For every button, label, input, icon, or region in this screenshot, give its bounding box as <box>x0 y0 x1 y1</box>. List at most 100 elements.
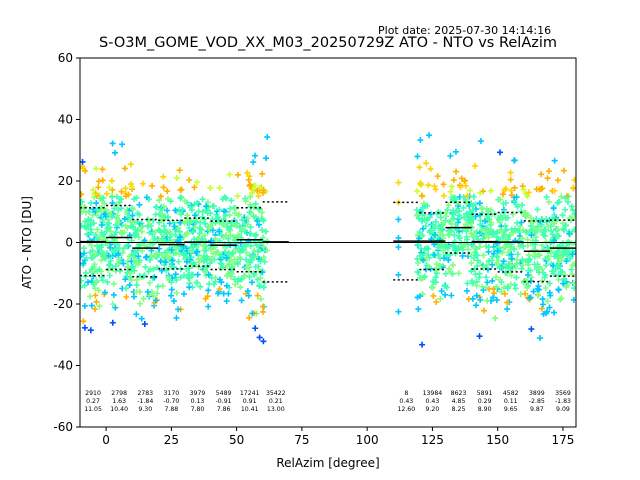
data-point <box>421 217 428 224</box>
data-point <box>185 265 192 272</box>
data-point <box>395 308 402 315</box>
data-point <box>534 265 541 272</box>
data-point <box>451 232 458 239</box>
data-point <box>264 134 271 141</box>
data-point <box>199 196 206 203</box>
data-point <box>470 193 477 200</box>
data-point <box>506 261 513 268</box>
data-point <box>255 192 262 199</box>
data-point <box>468 223 475 230</box>
data-point <box>227 232 234 239</box>
bin-std-label: 9.65 <box>504 406 518 413</box>
data-point <box>442 270 449 277</box>
data-point <box>508 255 515 262</box>
data-point <box>215 249 222 256</box>
data-point <box>175 306 182 313</box>
data-point <box>225 235 232 242</box>
data-point <box>502 222 509 229</box>
data-point <box>498 288 505 295</box>
data-point <box>558 295 565 302</box>
data-point <box>183 218 190 225</box>
data-point <box>187 256 194 263</box>
x-axis-label: RelAzim [degree] <box>276 456 379 470</box>
y-axis-label: ATO - NTO [DU] <box>20 196 34 289</box>
data-point <box>223 282 230 289</box>
data-point <box>557 268 564 275</box>
data-point <box>480 252 487 259</box>
y-tick-label: 0 <box>65 236 73 250</box>
data-point <box>469 242 476 249</box>
data-point <box>107 261 114 268</box>
data-point <box>193 279 200 286</box>
data-point <box>259 303 266 310</box>
data-point <box>534 252 541 259</box>
data-point <box>168 246 175 253</box>
bin-mean-label: 0.29 <box>478 398 492 405</box>
bin-mean-label: -0.91 <box>216 398 232 405</box>
data-point <box>199 208 206 215</box>
data-point <box>444 206 451 213</box>
data-point <box>422 203 429 210</box>
bin-count-label: 17241 <box>240 390 260 397</box>
bin-mean-label: -1.83 <box>555 398 571 405</box>
data-point <box>254 217 261 224</box>
data-point <box>186 224 193 231</box>
bin-mean-label: 0.11 <box>504 398 518 405</box>
data-point <box>524 236 531 243</box>
x-tick-label: 175 <box>551 433 574 447</box>
data-point <box>484 279 491 286</box>
data-point <box>127 161 134 168</box>
data-point <box>259 227 266 234</box>
data-point <box>238 276 245 283</box>
data-point <box>539 296 546 303</box>
x-tick-label: 150 <box>486 433 509 447</box>
data-point <box>519 201 526 208</box>
data-point <box>545 256 552 263</box>
data-point <box>512 265 519 272</box>
data-point <box>414 153 421 160</box>
data-point <box>225 250 232 257</box>
data-point <box>88 217 95 224</box>
data-point <box>524 242 531 249</box>
data-point <box>244 264 251 271</box>
bin-mean-label: -2.85 <box>529 398 545 405</box>
data-point <box>430 292 437 299</box>
data-point <box>421 246 428 253</box>
data-point <box>569 251 576 258</box>
bin-count-label: 2798 <box>111 390 127 397</box>
data-point <box>101 230 108 237</box>
data-point <box>80 208 85 215</box>
data-point <box>417 137 424 144</box>
data-point <box>514 251 521 258</box>
data-point <box>448 220 455 227</box>
data-point <box>538 221 545 228</box>
data-point <box>543 193 550 200</box>
data-point <box>143 194 150 201</box>
y-tick-label: 20 <box>58 174 73 188</box>
data-point <box>445 256 452 263</box>
data-point <box>440 192 447 199</box>
data-point <box>103 190 110 197</box>
data-point <box>420 257 427 264</box>
data-point <box>172 232 179 239</box>
data-point <box>159 210 166 217</box>
data-point <box>417 181 424 188</box>
data-point <box>487 187 494 194</box>
data-point <box>502 200 509 207</box>
bin-count-label: 2783 <box>137 390 153 397</box>
data-point <box>92 231 99 238</box>
data-point <box>260 338 267 345</box>
data-point <box>161 203 168 210</box>
data-point <box>146 279 153 286</box>
data-point <box>226 257 233 264</box>
data-point <box>530 288 537 295</box>
plot-date: Plot date: 2025-07-30 14:14:16 <box>378 24 552 37</box>
data-point <box>249 310 256 317</box>
data-point <box>247 259 254 266</box>
data-point <box>146 217 153 224</box>
data-point <box>200 242 207 249</box>
data-point <box>437 295 444 302</box>
data-point <box>81 203 88 210</box>
y-axis-ticks: -60 -40 -20 0 20 40 60 <box>53 51 80 434</box>
